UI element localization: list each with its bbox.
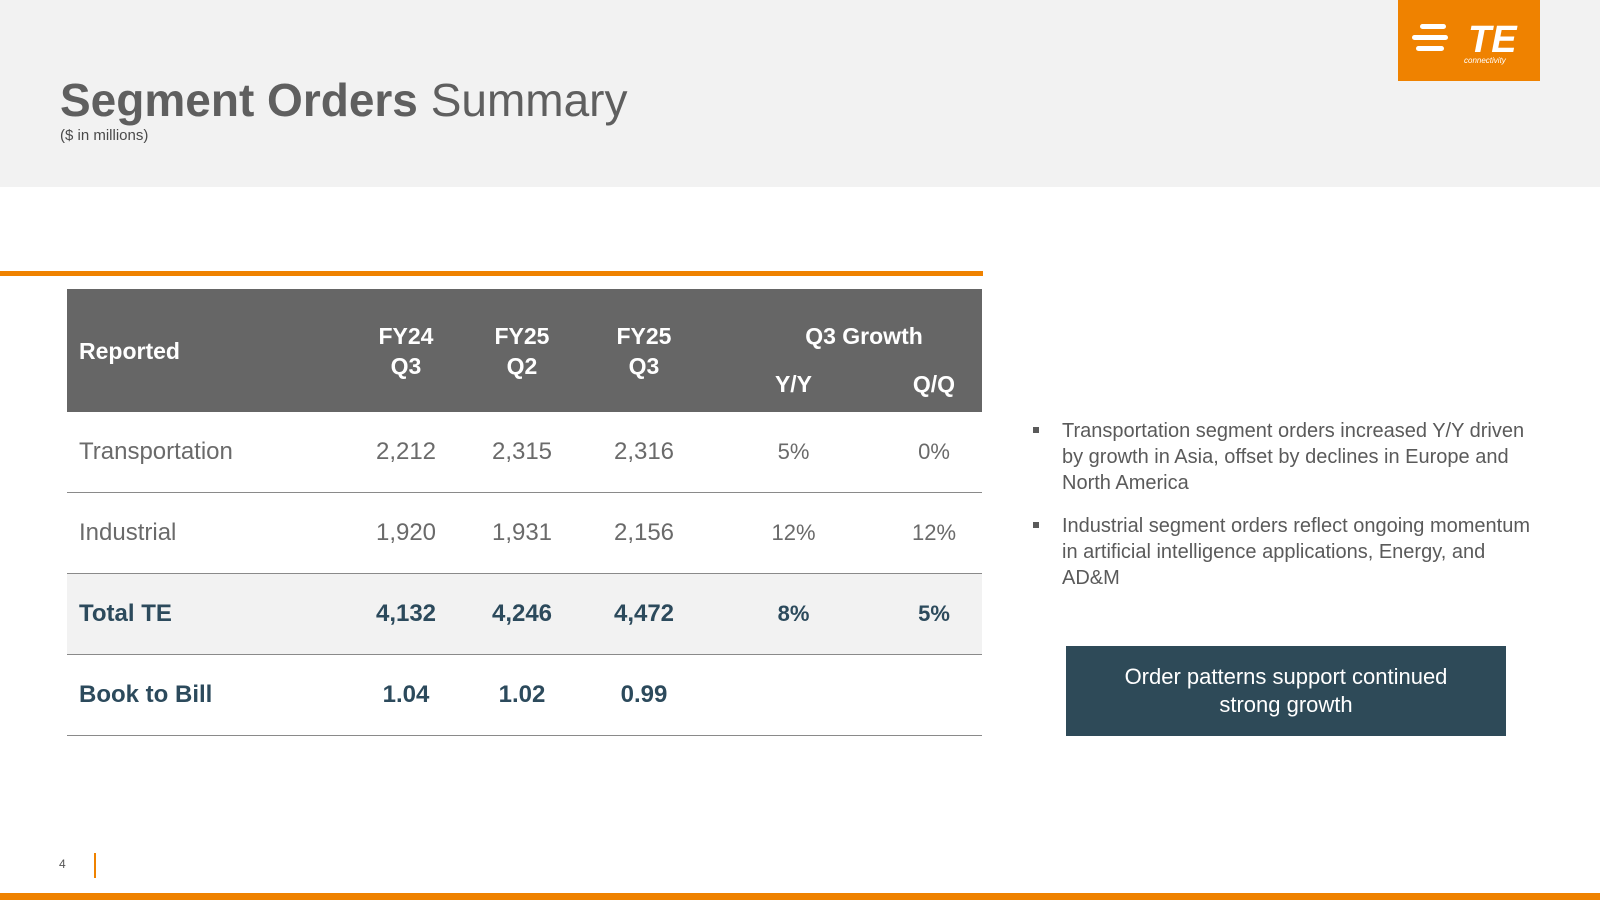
table-row-total-te: Total TE 4,132 4,246 4,472 8% 5% — [67, 574, 982, 655]
cell-fy25-q2: 4,246 — [491, 600, 553, 627]
title-bold: Segment Orders — [60, 74, 418, 126]
cell-yy: 12% — [771, 520, 816, 545]
page-title: Segment Orders Summary — [60, 72, 628, 128]
bullet-square-icon — [1033, 427, 1039, 433]
header-fy25-q2-line1: FY25 — [494, 323, 550, 349]
row-label: Transportation — [79, 438, 233, 465]
row-label: Total TE — [79, 600, 172, 627]
bullet-item: Industrial segment orders reflect ongoin… — [1030, 513, 1530, 591]
bullet-item: Transportation segment orders increased … — [1030, 418, 1530, 496]
cell-fy25-q3: 4,472 — [613, 600, 675, 627]
bullet-square-icon — [1033, 522, 1039, 528]
cell-fy25-q3: 2,156 — [613, 519, 675, 546]
header-fy24-q3-line1: FY24 — [378, 323, 434, 349]
page-subtitle: ($ in millions) — [60, 127, 149, 144]
table-row-book-to-bill: Book to Bill 1.04 1.02 0.99 — [67, 655, 982, 736]
page-number: 4 — [59, 857, 66, 871]
cell-qq — [887, 655, 981, 735]
header-reported: Reported — [79, 338, 180, 364]
header-fy25-q3-line2: Q3 — [628, 353, 660, 379]
page-number-divider — [94, 853, 96, 878]
cell-qq: 12% — [911, 520, 957, 545]
table-row-transportation: Transportation 2,212 2,315 2,316 5% 0% — [67, 412, 982, 493]
cell-fy25-q2: 2,315 — [491, 438, 553, 465]
row-label: Industrial — [79, 519, 177, 546]
header-fy25-q2: FY25 Q2 — [467, 321, 577, 381]
logo-subtext: connectivity — [1464, 56, 1507, 65]
cell-yy — [747, 655, 840, 735]
cell-fy25-q2: 1.02 — [498, 681, 546, 708]
header-yy: Y/Y — [774, 371, 813, 397]
orange-divider — [0, 271, 983, 276]
header-band — [0, 0, 1600, 187]
header-qq: Q/Q — [912, 371, 956, 397]
header-fy24-q3-line2: Q3 — [390, 353, 422, 379]
callout-box: Order patterns support continued strong … — [1066, 646, 1506, 736]
cell-fy25-q2: 1,931 — [491, 519, 553, 546]
cell-fy24-q3: 4,132 — [375, 600, 437, 627]
cell-qq: 0% — [918, 439, 950, 464]
cell-fy24-q3: 1,920 — [375, 519, 437, 546]
cell-yy: 8% — [777, 601, 810, 626]
cell-fy24-q3: 1.04 — [382, 681, 430, 708]
table-row-industrial: Industrial 1,920 1,931 2,156 12% 12% — [67, 493, 982, 574]
bullet-text: Transportation segment orders increased … — [1062, 420, 1525, 494]
row-label: Book to Bill — [79, 681, 213, 708]
cell-fy25-q3: 0.99 — [620, 681, 668, 708]
te-connectivity-logo: TE connectivity — [1398, 0, 1540, 81]
header-q3-growth: Q3 Growth — [805, 323, 923, 349]
cell-qq: 5% — [918, 601, 950, 626]
header-fy24-q3: FY24 Q3 — [351, 321, 461, 381]
te-logo-icon: TE connectivity — [1412, 19, 1518, 65]
header-fy25-q3: FY25 Q3 — [589, 321, 699, 381]
header-fy25-q2-line2: Q2 — [506, 353, 538, 379]
cell-yy: 5% — [777, 439, 810, 464]
logo-text: TE — [1468, 19, 1518, 61]
cell-fy24-q3: 2,212 — [375, 438, 437, 465]
commentary-bullets: Transportation segment orders increased … — [1030, 418, 1530, 608]
bottom-orange-rule — [0, 893, 1600, 900]
header-fy25-q3-line1: FY25 — [616, 323, 672, 349]
segment-orders-table: Reported FY24 Q3 FY25 Q2 FY25 Q3 Q3 Grow… — [67, 289, 982, 736]
cell-fy25-q3: 2,316 — [613, 438, 675, 465]
table-header: Reported FY24 Q3 FY25 Q2 FY25 Q3 Q3 Grow… — [67, 289, 982, 412]
callout-text: Order patterns support continued strong … — [1124, 664, 1448, 717]
title-regular: Summary — [430, 74, 628, 126]
bullet-text: Industrial segment orders reflect ongoin… — [1062, 515, 1531, 589]
